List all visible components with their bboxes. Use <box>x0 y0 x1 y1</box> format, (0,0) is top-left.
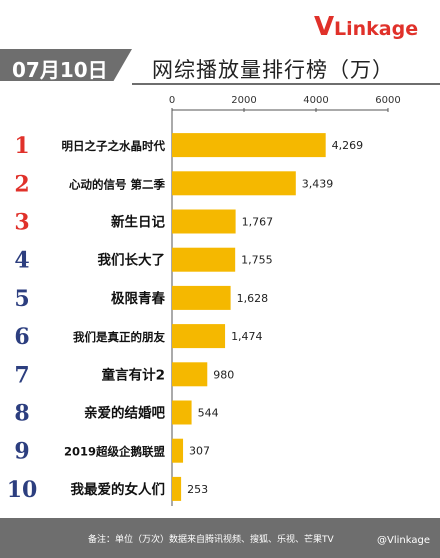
weibo-handle: @Vlinkage <box>377 535 430 546</box>
category-label: 我最爱的女人们 <box>71 481 166 498</box>
rank-number: 8 <box>14 401 29 427</box>
category-label: 心动的信号 第二季 <box>69 177 166 191</box>
bar-value-label: 1,474 <box>231 330 263 343</box>
date-banner <box>0 49 132 81</box>
category-label: 极限青春 <box>111 290 165 307</box>
rank-number: 1 <box>14 133 29 159</box>
rank-number: 9 <box>14 439 29 465</box>
footer-note: 备注：单位（万次）数据来自腾讯视频、搜狐、乐视、芒果TV <box>88 535 334 545</box>
bar <box>172 285 231 310</box>
bar <box>172 476 182 501</box>
bar-value-label: 544 <box>198 407 219 420</box>
bar-value-label: 307 <box>189 445 210 458</box>
rank-number: 7 <box>14 362 29 388</box>
bar <box>172 247 236 272</box>
category-label: 童言有计2 <box>102 366 165 383</box>
bar-value-label: 1,767 <box>242 216 274 229</box>
date-label: 07月10日 <box>12 58 108 82</box>
footer-band: 备注：单位（万次）数据来自腾讯视频、搜狐、乐视、芒果TV @Vlinkage <box>0 518 440 558</box>
bar <box>172 209 236 234</box>
x-tick-label: 6000 <box>375 95 400 106</box>
rank-number: 10 <box>7 477 38 503</box>
bar <box>172 171 296 196</box>
bar-value-label: 3,439 <box>302 177 334 190</box>
bar <box>172 438 184 463</box>
logo-text: Linkage <box>334 18 419 40</box>
category-label: 亲爱的结婚吧 <box>84 405 165 422</box>
rank-number: 4 <box>14 248 29 274</box>
logo-v: V <box>314 12 335 42</box>
vlinkage-logo: V Linkage <box>314 12 424 44</box>
bar <box>172 324 226 349</box>
chart-title: 网综播放量排行榜（万） <box>152 58 394 82</box>
category-label: 我们是真正的朋友 <box>73 330 165 344</box>
bar-value-label: 253 <box>187 483 208 496</box>
rank-number: 5 <box>14 286 29 312</box>
title-divider <box>132 83 440 85</box>
bar-value-label: 980 <box>213 368 234 381</box>
bar <box>172 362 208 387</box>
x-tick-label: 4000 <box>303 95 328 106</box>
bar-value-label: 4,269 <box>332 139 364 152</box>
category-label: 新生日记 <box>111 214 165 231</box>
category-label: 我们长大了 <box>98 252 166 269</box>
x-tick-label: 2000 <box>231 95 256 106</box>
bar <box>172 133 326 158</box>
bar-value-label: 1,755 <box>241 254 273 267</box>
category-label: 明日之子之水晶时代 <box>62 139 166 153</box>
rank-number: 2 <box>14 171 29 197</box>
bar-value-label: 1,628 <box>237 292 269 305</box>
rank-number: 6 <box>14 324 29 350</box>
rank-number: 3 <box>14 210 29 236</box>
ranking-bar-chart: 0 2000 4000 6000 1 明日之子之水晶时代 4,269 2 心动的信号 第二季 3,… <box>7 95 401 506</box>
x-tick-label: 0 <box>169 95 175 106</box>
category-label: 2019超级企鹅联盟 <box>64 445 166 459</box>
bar <box>172 400 192 425</box>
